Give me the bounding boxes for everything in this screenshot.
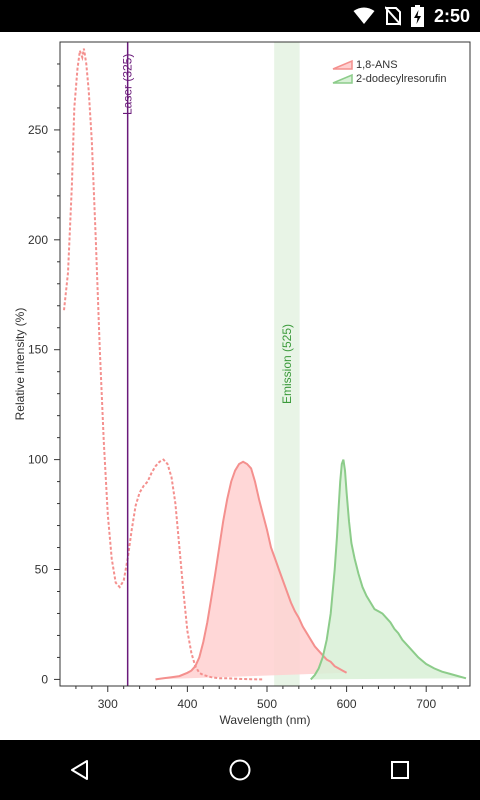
emission-area-series-2 bbox=[310, 459, 466, 680]
x-tick-label: 400 bbox=[177, 697, 197, 711]
y-tick-label: 0 bbox=[41, 672, 48, 686]
x-tick-label: 500 bbox=[257, 697, 277, 711]
status-bar: 2:50 bbox=[0, 0, 480, 32]
nav-bar bbox=[0, 740, 480, 800]
recents-button[interactable] bbox=[370, 740, 430, 800]
wifi-icon bbox=[353, 7, 375, 25]
excitation-line-series-1 bbox=[63, 48, 263, 681]
emission-line-series-1 bbox=[155, 460, 348, 681]
no-sim-icon bbox=[384, 6, 401, 26]
laser-label: Laser (325) bbox=[121, 54, 135, 115]
x-tick-label: 300 bbox=[98, 697, 118, 711]
plot-frame bbox=[59, 41, 471, 687]
spectra-chart: Laser (325)Emission (525) 300 400 500 600 70… bbox=[13, 41, 471, 727]
legend-swatch bbox=[332, 73, 353, 84]
y-axis-label: Relative intensity (%) bbox=[13, 308, 27, 421]
y-tick-label: 100 bbox=[28, 453, 48, 467]
legend-swatch bbox=[332, 59, 353, 70]
emission-label: Emission (525) bbox=[280, 324, 294, 404]
legend-entry: 1,8-ANS bbox=[356, 59, 398, 71]
emission-line-series-2 bbox=[310, 459, 467, 681]
x-axis-label: Wavelength (nm) bbox=[220, 713, 311, 727]
status-time: 2:50 bbox=[433, 5, 470, 26]
legend-entry: 2-dodecylresorufin bbox=[356, 73, 447, 85]
y-tick-label: 200 bbox=[28, 233, 48, 247]
status-icons: 2:50 bbox=[353, 0, 470, 32]
battery-charging-icon bbox=[410, 5, 424, 27]
back-icon bbox=[71, 760, 88, 780]
y-tick-label: 50 bbox=[35, 563, 49, 577]
y-tick-label: 250 bbox=[28, 123, 48, 137]
chart-area: Laser (325) Emission (525) 300 400 500 600 70… bbox=[0, 32, 480, 740]
home-button[interactable] bbox=[210, 740, 270, 800]
emission-area-series-1 bbox=[155, 461, 347, 680]
y-tick-label: 150 bbox=[28, 343, 48, 357]
home-icon bbox=[229, 759, 251, 781]
back-button[interactable] bbox=[50, 740, 110, 800]
x-tick-label: 600 bbox=[337, 697, 357, 711]
recents-icon bbox=[391, 761, 409, 779]
x-tick-label: 700 bbox=[416, 697, 436, 711]
